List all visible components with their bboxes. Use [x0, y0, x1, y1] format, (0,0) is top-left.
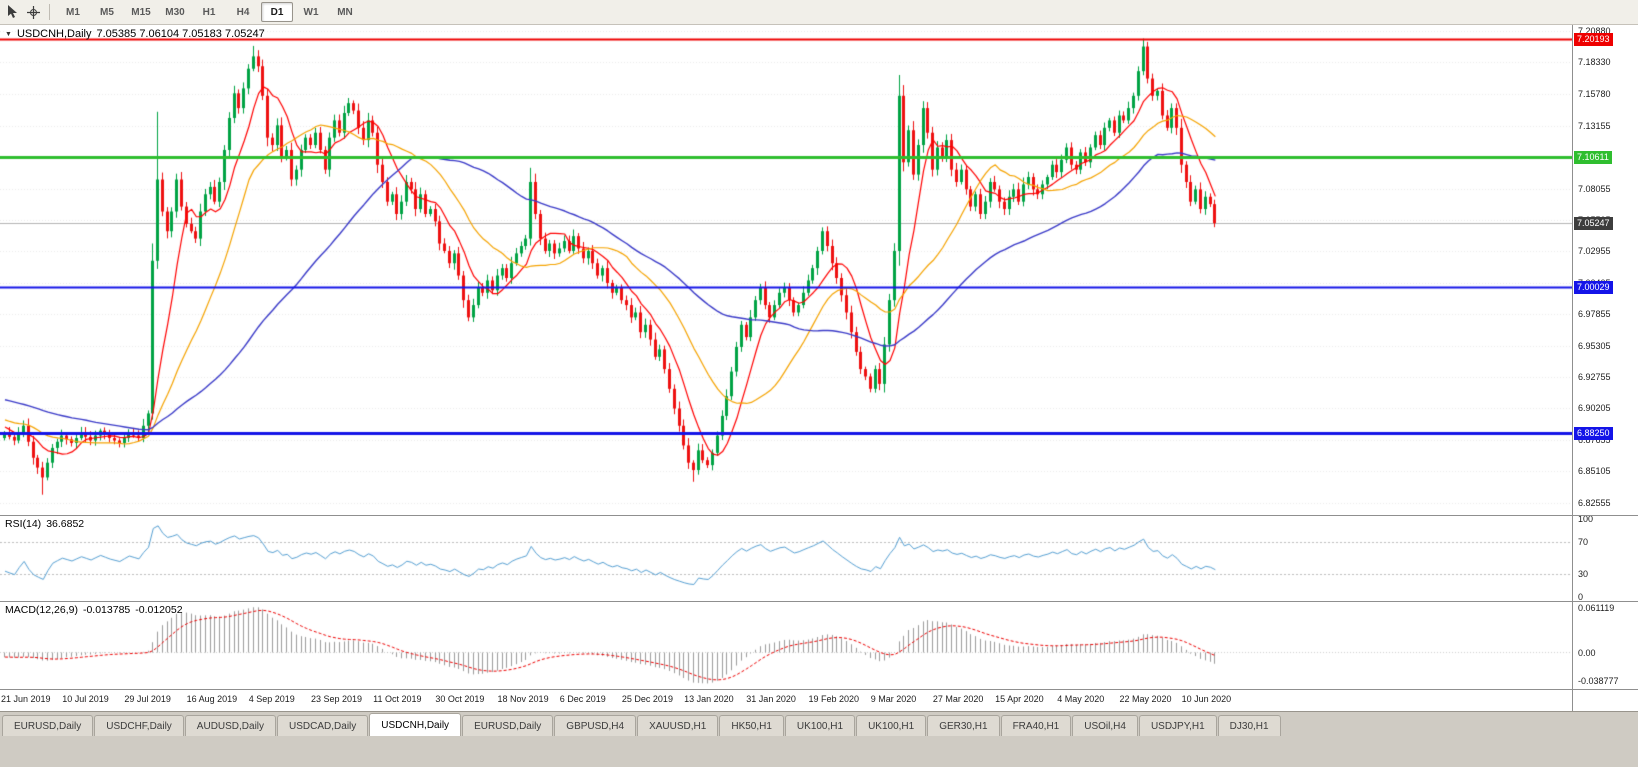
chart-tab-usdcnh-daily[interactable]: USDCNH,Daily	[369, 713, 462, 736]
date-label-11: 13 Jan 2020	[684, 694, 734, 704]
macd-axis-zero: 0.00	[1578, 647, 1596, 658]
toolbar-separator	[49, 4, 50, 20]
date-label-7: 30 Oct 2019	[435, 694, 485, 704]
price-axis-label-0: 7.20880	[1578, 25, 1611, 36]
chart-tab-usdchf-daily[interactable]: USDCHF,Daily	[94, 715, 184, 736]
price-axis-label-9: 6.97855	[1578, 309, 1611, 320]
chart-tab-eurusd-daily[interactable]: EURUSD,Daily	[462, 715, 554, 736]
date-label-10: 25 Dec 2019	[621, 694, 673, 704]
macd-signal-value: -0.012052	[135, 604, 183, 616]
date-label-5: 23 Sep 2019	[310, 694, 362, 704]
main-chart-canvas[interactable]	[0, 25, 1572, 515]
chart-tab-xauusd-h1[interactable]: XAUUSD,H1	[637, 715, 719, 736]
chart-tab-uk100-h1[interactable]: UK100,H1	[856, 715, 927, 736]
rsi-axis-label-1: 70	[1578, 537, 1589, 548]
level-price-badge-1: 7.10611	[1574, 151, 1612, 165]
chart-tab-fra40-h1[interactable]: FRA40,H1	[1000, 715, 1072, 736]
chart-tab-audusd-daily[interactable]: AUDUSD,Daily	[184, 715, 277, 736]
level-price-badge-2: 7.00029	[1574, 281, 1613, 295]
date-label-13: 19 Feb 2020	[808, 694, 860, 704]
timeframe-button-M30[interactable]: M30	[165, 6, 185, 18]
chart-tab-hk50-h1[interactable]: HK50,H1	[719, 715, 784, 736]
date-label-4: 4 Sep 2019	[248, 694, 295, 704]
price-axis-label-14: 6.85105	[1578, 466, 1611, 477]
rsi-panel-canvas[interactable]	[0, 515, 1572, 601]
macd-axis-bottom: -0.038777	[1578, 676, 1619, 686]
macd-axis-top: 0.061119	[1578, 603, 1615, 613]
rsi-panel-divider[interactable]	[0, 515, 1638, 516]
date-label-18: 22 May 2020	[1119, 694, 1172, 704]
timeframe-button-H1[interactable]: H1	[202, 6, 216, 18]
rsi-axis-label-3: 0	[1578, 592, 1584, 602]
timeframe-button-W1[interactable]: W1	[303, 6, 319, 18]
date-label-19: 10 Jun 2020	[1181, 694, 1232, 704]
timeframe-buttons: M1 M5 M15 M30 H1 H4 D1 W1 MN	[57, 2, 361, 22]
rsi-name: RSI(14)	[5, 518, 42, 530]
date-label-16: 15 Apr 2020	[995, 694, 1044, 704]
price-axis-divider	[1572, 25, 1573, 711]
date-label-14: 9 Mar 2020	[870, 694, 917, 704]
timeframe-toolbar: M1 M5 M15 M30 H1 H4 D1 W1 MN	[0, 0, 1638, 25]
date-label-15: 27 Mar 2020	[932, 694, 984, 704]
level-price-badge-0: 7.20193	[1574, 33, 1613, 47]
macd-label: MACD(12,26,9) -0.013785 -0.012052	[5, 604, 183, 616]
macd-main-value: -0.013785	[82, 604, 131, 616]
chart-tab-uk100-h1[interactable]: UK100,H1	[784, 715, 856, 736]
date-label-8: 18 Nov 2019	[497, 694, 549, 704]
date-axis[interactable]: 21 Jun 2019 10 Jul 2019 29 Jul 2019 16 Aug …	[0, 690, 1572, 711]
date-label-6: 11 Oct 2019	[373, 694, 422, 704]
chart-window: 7.208807.183307.157807.131557.106057.080…	[0, 25, 1638, 711]
price-axis-label-3: 7.13155	[1578, 120, 1611, 131]
chart-tab-eurusd-daily[interactable]: EURUSD,Daily	[2, 715, 94, 736]
date-label-0: 21 Jun 2019	[1, 694, 51, 704]
macd-panel-canvas[interactable]	[0, 601, 1572, 689]
price-axis[interactable]: 7.208807.183307.157807.131557.106057.080…	[1573, 25, 1638, 711]
price-axis-label-1: 7.18330	[1578, 57, 1611, 68]
rsi-axis-label-2: 30	[1578, 568, 1589, 579]
rsi-value: 36.6852	[46, 518, 85, 530]
timeframe-button-M15[interactable]: M15	[131, 6, 151, 18]
chart-dropdown-icon[interactable]: ▼	[5, 30, 12, 38]
date-label-1: 10 Jul 2019	[62, 694, 109, 704]
rsi-label: RSI(14) 36.6852	[5, 518, 84, 530]
price-axis-label-15: 6.82555	[1578, 497, 1611, 508]
timeframe-button-D1[interactable]: D1	[261, 2, 293, 22]
date-label-17: 4 May 2020	[1057, 694, 1105, 704]
macd-panel-divider[interactable]	[0, 601, 1638, 602]
rsi-axis-label-0: 100	[1578, 514, 1594, 524]
level-price-badge-3: 6.88250	[1574, 426, 1613, 440]
chart-tab-bar: EURUSD,Daily USDCHF,Daily AUDUSD,Daily USDC…	[0, 711, 1638, 736]
date-axis-divider	[0, 689, 1638, 690]
price-axis-label-10: 6.95305	[1578, 340, 1611, 351]
chart-ohlc-values: 7.05385 7.06104 7.05183 7.05247	[96, 28, 265, 40]
chart-tab-dj30-h1[interactable]: DJ30,H1	[1217, 715, 1281, 736]
chart-symbol: USDCNH,Daily	[16, 28, 92, 40]
date-label-9: 6 Dec 2019	[559, 694, 606, 704]
price-axis-label-12: 6.90205	[1578, 403, 1611, 414]
timeframe-button-M1[interactable]: M1	[66, 6, 80, 18]
timeframe-button-H4[interactable]: H4	[236, 6, 250, 18]
price-axis-label-13: 6.87655	[1578, 434, 1611, 445]
price-axis-label-2: 7.15780	[1578, 88, 1611, 99]
crosshair-icon[interactable]	[24, 3, 42, 21]
macd-name: MACD(12,26,9)	[5, 604, 78, 616]
price-axis-label-11: 6.92755	[1578, 372, 1611, 383]
chart-tab-usoil-h4[interactable]: USOil,H4	[1072, 715, 1138, 736]
chart-tab-usdcad-daily[interactable]: USDCAD,Daily	[277, 715, 369, 736]
date-label-2: 29 Jul 2019	[124, 694, 171, 704]
chart-tab-usdjpy-h1[interactable]: USDJPY,H1	[1138, 715, 1217, 736]
chart-tab-gbpusd-h4[interactable]: GBPUSD,H4	[554, 715, 637, 736]
price-axis-label-5: 7.08055	[1578, 183, 1611, 194]
cursor-icon[interactable]	[4, 3, 22, 21]
date-label-12: 31 Jan 2020	[746, 694, 796, 704]
timeframe-button-MN[interactable]: MN	[337, 6, 353, 18]
price-axis-label-7: 7.02955	[1578, 246, 1611, 257]
status-bar	[0, 736, 1638, 767]
chart-tab-ger30-h1[interactable]: GER30,H1	[927, 715, 1000, 736]
timeframe-button-M5[interactable]: M5	[100, 6, 114, 18]
chart-header: ▼ USDCNH,Daily 7.05385 7.06104 7.05183 7…	[5, 28, 265, 40]
current-price-badge: 7.05247	[1574, 217, 1613, 231]
date-label-3: 16 Aug 2019	[186, 694, 238, 704]
